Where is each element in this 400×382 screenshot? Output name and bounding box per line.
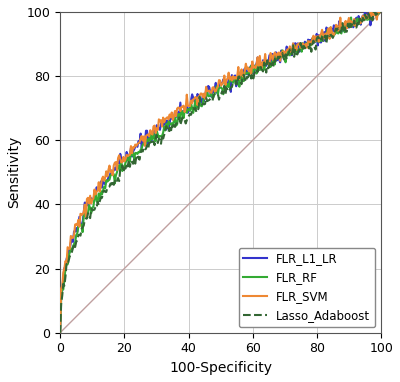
Lasso_Adaboost bbox=[58, 330, 62, 335]
FLR_SVM bbox=[328, 25, 333, 29]
FLR_L1_LR bbox=[349, 21, 354, 26]
Lasso_Adaboost bbox=[379, 10, 384, 14]
FLR_L1_LR bbox=[59, 291, 64, 296]
FLR_SVM bbox=[248, 66, 252, 71]
Y-axis label: Sensitivity: Sensitivity bbox=[7, 136, 21, 209]
FLR_RF bbox=[248, 66, 252, 70]
FLR_RF bbox=[58, 330, 62, 335]
FLR_RF bbox=[59, 297, 64, 302]
FLR_RF bbox=[328, 25, 333, 30]
X-axis label: 100-Specificity: 100-Specificity bbox=[169, 361, 272, 375]
FLR_L1_LR bbox=[248, 65, 252, 70]
Lasso_Adaboost bbox=[248, 71, 252, 75]
FLR_RF bbox=[349, 15, 354, 20]
Line: Lasso_Adaboost: Lasso_Adaboost bbox=[60, 12, 381, 333]
FLR_L1_LR bbox=[249, 63, 254, 68]
Lasso_Adaboost bbox=[249, 76, 254, 81]
FLR_L1_LR bbox=[379, 10, 384, 14]
FLR_SVM bbox=[254, 62, 259, 66]
FLR_RF bbox=[249, 63, 254, 68]
FLR_SVM bbox=[59, 286, 64, 291]
FLR_SVM bbox=[349, 19, 354, 23]
FLR_L1_LR bbox=[58, 330, 62, 335]
Lasso_Adaboost bbox=[349, 25, 354, 29]
Legend: FLR_L1_LR, FLR_RF, FLR_SVM, Lasso_Adaboost: FLR_L1_LR, FLR_RF, FLR_SVM, Lasso_Adaboo… bbox=[238, 248, 375, 327]
FLR_SVM bbox=[368, 10, 373, 14]
Line: FLR_L1_LR: FLR_L1_LR bbox=[60, 12, 381, 333]
Lasso_Adaboost bbox=[254, 67, 259, 72]
FLR_L1_LR bbox=[363, 10, 368, 14]
FLR_L1_LR bbox=[254, 62, 259, 66]
Lasso_Adaboost bbox=[371, 10, 376, 14]
Lasso_Adaboost bbox=[328, 32, 333, 37]
Lasso_Adaboost bbox=[59, 301, 64, 306]
FLR_SVM bbox=[58, 330, 62, 335]
FLR_SVM bbox=[249, 72, 254, 76]
Line: FLR_RF: FLR_RF bbox=[60, 12, 381, 333]
FLR_RF bbox=[254, 71, 259, 76]
Line: FLR_SVM: FLR_SVM bbox=[60, 12, 381, 333]
FLR_RF bbox=[379, 10, 384, 14]
FLR_L1_LR bbox=[328, 34, 333, 38]
FLR_SVM bbox=[379, 10, 384, 14]
FLR_RF bbox=[372, 10, 377, 14]
